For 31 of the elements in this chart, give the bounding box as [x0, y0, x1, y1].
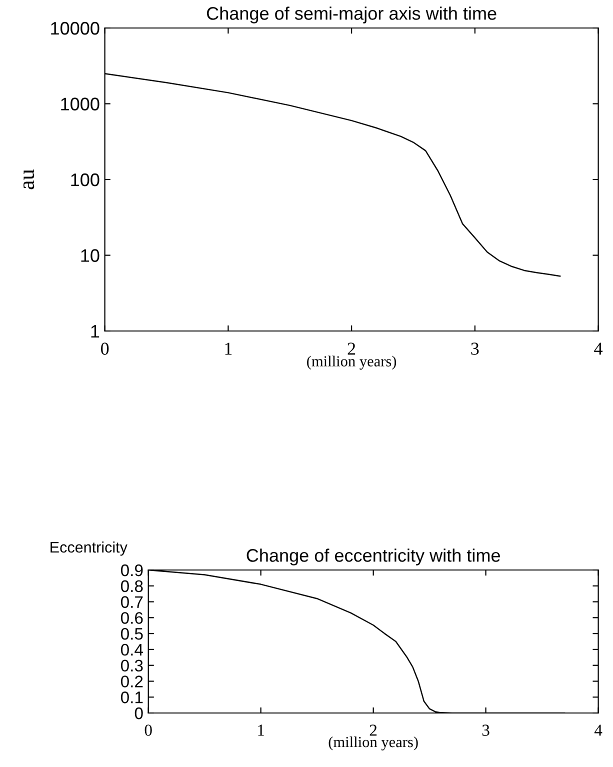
y-tick-label: 0 [134, 707, 143, 720]
y-tick-label: 1 [91, 325, 100, 338]
y-tick-label: 0.4 [120, 644, 143, 656]
x-tick-label: 0 [144, 724, 152, 736]
y-tick-label: 0.5 [120, 628, 143, 640]
x-tick-label: 2 [348, 342, 356, 355]
chart-title: Change of semi-major axis with time [206, 6, 496, 24]
x-axis-title: (million years) [307, 356, 396, 370]
x-tick-label: 1 [225, 342, 232, 355]
y-axis-title: au [23, 169, 34, 190]
x-tick-label: 4 [594, 724, 602, 736]
y-tick-label: 1000 [61, 98, 100, 110]
y-tick-label: 0.1 [120, 692, 143, 704]
x-tick-label: 3 [482, 724, 490, 736]
x-tick-label: 3 [471, 342, 479, 355]
y-tick-label: 100 [71, 173, 100, 186]
chart-title: Change of eccentricity with time [246, 548, 500, 566]
x-axis-title: (million years) [328, 736, 418, 750]
y-tick-label: 0.3 [120, 660, 143, 672]
y-axis-title: Eccentricity [50, 541, 128, 556]
y-tick-label: 0.7 [120, 596, 143, 608]
y-tick-label: 0.8 [120, 580, 143, 592]
y-tick-label: 0.6 [120, 612, 143, 624]
y-tick-label: 10 [81, 249, 100, 262]
y-tick-label: 0.9 [120, 564, 143, 576]
x-tick-label: 2 [370, 724, 377, 736]
x-tick-label: 4 [594, 342, 603, 355]
y-tick-label: 0.2 [120, 676, 143, 688]
x-tick-label: 0 [100, 342, 109, 355]
y-tick-label: 10000 [51, 22, 100, 35]
x-tick-label: 1 [258, 724, 264, 736]
